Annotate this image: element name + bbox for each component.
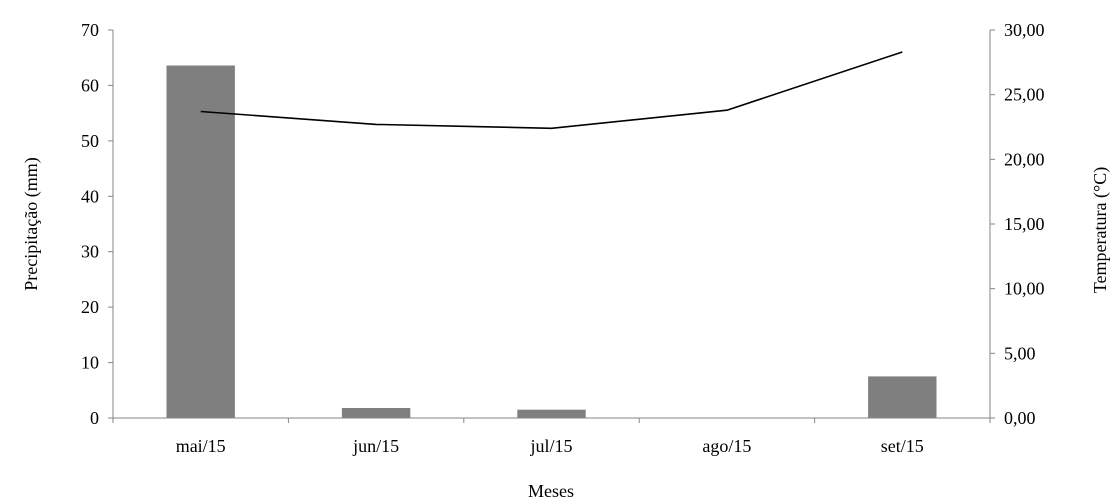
- y-axis-title: Precipitação (mm): [21, 157, 42, 290]
- y2-tick-label: 15,00: [1004, 214, 1045, 234]
- tick-labels: 0 10 20 30 40 50 60 70 0,00 5,00 10,00 15,00 20,00 25…: [81, 20, 1045, 456]
- y2-tick-label: 10,00: [1004, 279, 1045, 299]
- x-tick-label: jun/15: [352, 436, 399, 456]
- y-tick-label: 70: [81, 20, 99, 40]
- x-axis-title: Meses: [528, 481, 574, 501]
- temperature-line: [200, 51, 903, 130]
- y-tick-label: 50: [81, 131, 99, 151]
- y2-tick-label: 0,00: [1004, 408, 1036, 428]
- y-tick-label: 0: [90, 408, 99, 428]
- y2-tick-label: 20,00: [1004, 149, 1045, 169]
- y-tick-label: 30: [81, 242, 99, 262]
- temperature-series: [200, 51, 903, 130]
- x-tick-label: ago/15: [702, 436, 751, 456]
- x-tick-label: set/15: [881, 436, 924, 456]
- y2-tick-label: 30,00: [1004, 20, 1045, 40]
- precipitation-bars: [166, 65, 937, 418]
- y2-axis-title: Temperatura (°C): [1090, 167, 1111, 293]
- precipitation-bar: [517, 409, 586, 418]
- x-tick-label: mai/15: [176, 436, 226, 456]
- x-tick-label: jul/15: [529, 436, 572, 456]
- y2-tick-label: 5,00: [1004, 343, 1036, 363]
- y2-tick-label: 25,00: [1004, 85, 1045, 105]
- precipitation-bar: [341, 408, 411, 418]
- y-tick-label: 20: [81, 297, 99, 317]
- precipitation-bar: [166, 65, 235, 418]
- y-tick-label: 10: [81, 353, 99, 373]
- precipitation-bar: [868, 376, 937, 418]
- axes: [108, 29, 995, 423]
- y-tick-label: 40: [81, 186, 99, 206]
- y-tick-label: 60: [81, 75, 99, 95]
